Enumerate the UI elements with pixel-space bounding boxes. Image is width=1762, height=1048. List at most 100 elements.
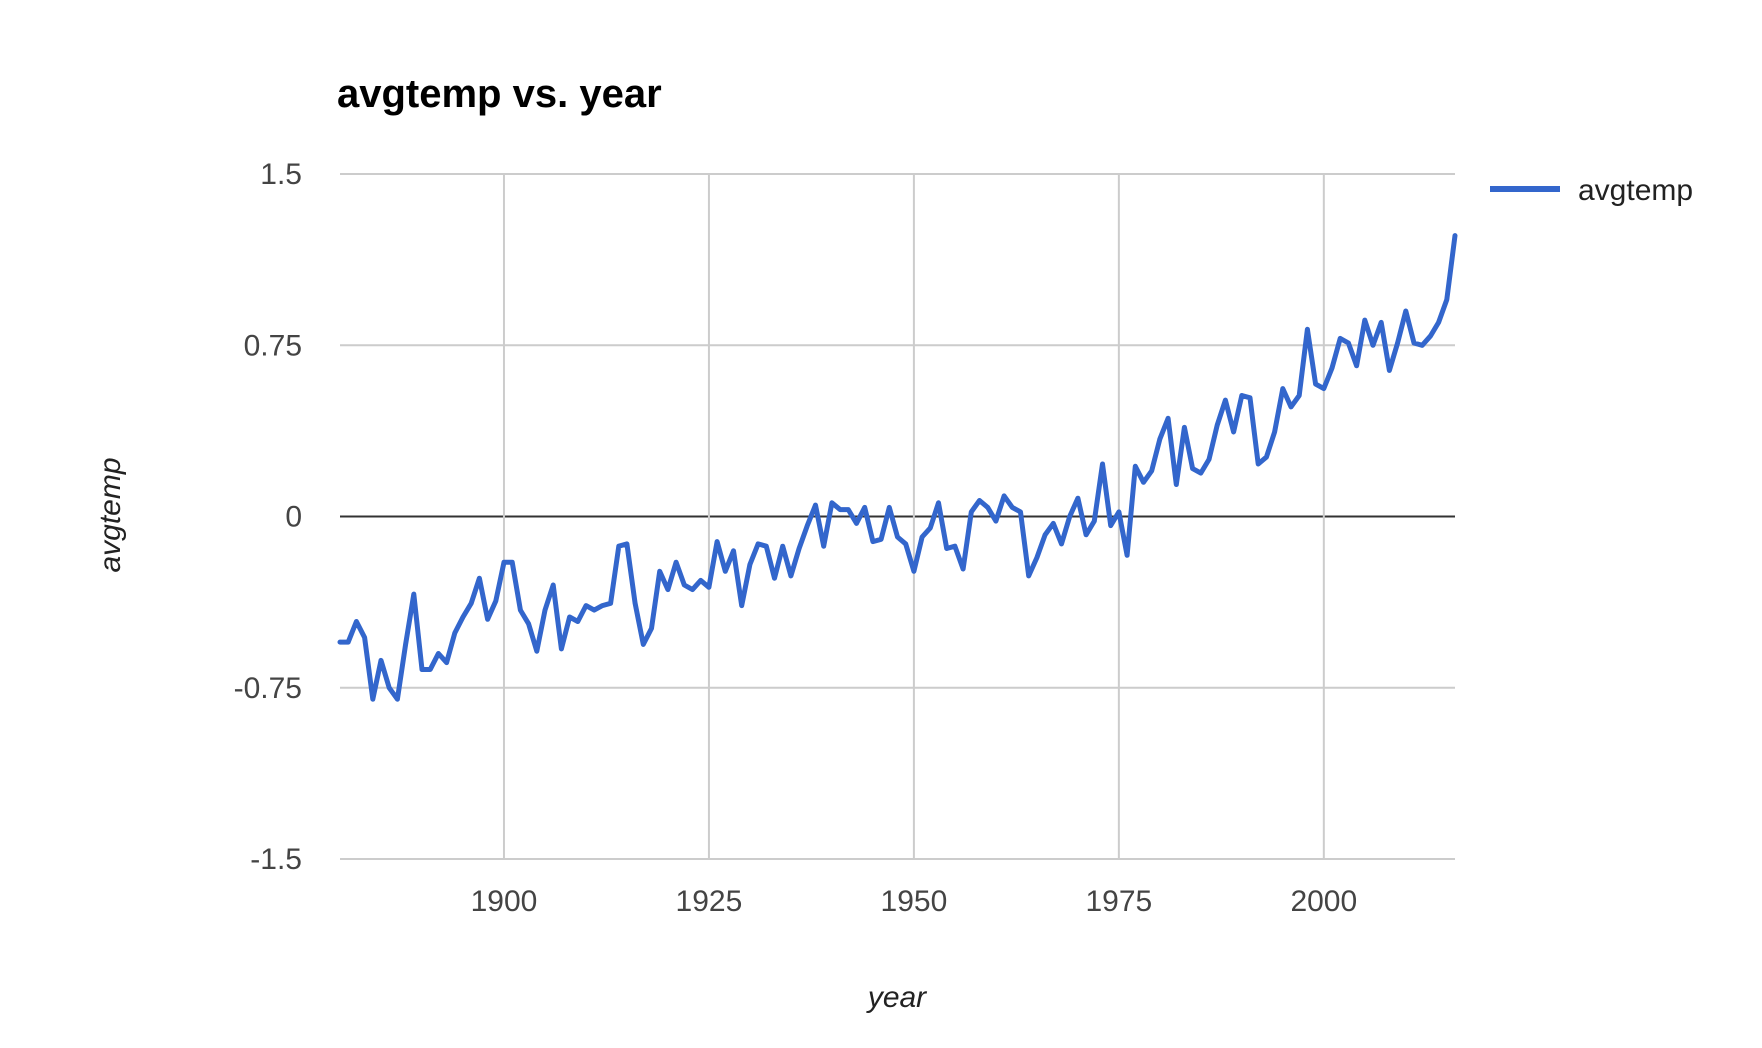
data-point bbox=[977, 498, 982, 503]
data-point bbox=[813, 502, 818, 508]
series-layer bbox=[337, 233, 1458, 702]
data-point bbox=[731, 548, 736, 553]
data-point bbox=[682, 582, 687, 588]
data-point bbox=[764, 544, 769, 549]
data-point bbox=[837, 507, 843, 512]
data-point bbox=[788, 573, 794, 579]
y-tick-label: -0.75 bbox=[234, 672, 302, 705]
data-point bbox=[1108, 523, 1113, 528]
data-point bbox=[411, 591, 416, 597]
data-point bbox=[1280, 386, 1286, 391]
data-point bbox=[706, 585, 712, 590]
data-point bbox=[632, 601, 638, 606]
data-point bbox=[878, 537, 884, 542]
data-point bbox=[469, 601, 474, 606]
data-point bbox=[444, 660, 449, 665]
data-point bbox=[1346, 340, 1351, 346]
data-point bbox=[1370, 343, 1376, 348]
data-point bbox=[911, 569, 917, 574]
data-point bbox=[493, 598, 498, 604]
data-point bbox=[641, 642, 646, 647]
y-axis-ticks: 1.5 0.75 0 -0.75 -1.5 bbox=[234, 158, 302, 876]
data-point bbox=[739, 603, 744, 608]
data-point bbox=[1034, 555, 1040, 560]
data-point bbox=[1141, 480, 1146, 485]
data-point bbox=[1395, 340, 1400, 346]
data-point bbox=[993, 518, 999, 524]
data-point bbox=[1354, 363, 1359, 368]
data-point bbox=[1174, 482, 1179, 487]
data-point bbox=[624, 541, 630, 547]
x-tick-label: 1925 bbox=[676, 885, 743, 918]
y-tick-label: 1.5 bbox=[260, 158, 302, 191]
data-point bbox=[854, 521, 859, 526]
data-point bbox=[1247, 395, 1253, 400]
data-point bbox=[936, 500, 941, 505]
data-point bbox=[862, 505, 867, 510]
data-point bbox=[1059, 541, 1064, 547]
data-point bbox=[1256, 461, 1261, 467]
data-point bbox=[1165, 416, 1171, 421]
data-point bbox=[362, 635, 367, 640]
x-tick-label: 1900 bbox=[471, 885, 538, 918]
data-point bbox=[1379, 320, 1384, 325]
data-point bbox=[952, 544, 958, 549]
data-point bbox=[1133, 464, 1138, 469]
data-point bbox=[805, 523, 810, 528]
data-point bbox=[887, 505, 892, 510]
data-point bbox=[969, 509, 974, 515]
data-point bbox=[1239, 393, 1245, 398]
data-point bbox=[1190, 466, 1195, 471]
data-point bbox=[460, 614, 466, 620]
data-point bbox=[1403, 308, 1409, 314]
data-point bbox=[1321, 386, 1327, 391]
data-point bbox=[485, 617, 490, 622]
data-point bbox=[755, 541, 761, 547]
data-point bbox=[542, 607, 548, 613]
x-tick-label: 1950 bbox=[881, 885, 948, 918]
data-point bbox=[1411, 340, 1417, 346]
data-point bbox=[575, 619, 580, 624]
data-point bbox=[870, 539, 876, 544]
data-point bbox=[1067, 514, 1072, 519]
data-point bbox=[1420, 343, 1425, 348]
data-point bbox=[1149, 468, 1154, 473]
legend-label-avgtemp: avgtemp bbox=[1578, 174, 1693, 207]
data-point bbox=[436, 651, 441, 656]
data-point bbox=[919, 534, 925, 540]
data-point bbox=[690, 587, 695, 592]
data-point bbox=[665, 587, 671, 592]
series-line-avgtemp bbox=[337, 233, 1458, 702]
data-point bbox=[600, 603, 605, 608]
data-point bbox=[960, 566, 966, 572]
data-point bbox=[1075, 496, 1081, 501]
gridlines bbox=[340, 173, 1455, 860]
data-point bbox=[551, 582, 556, 588]
data-point bbox=[698, 578, 703, 583]
data-point bbox=[354, 619, 359, 624]
data-point bbox=[714, 539, 720, 544]
y-tick-label: 0.75 bbox=[244, 329, 302, 362]
data-point bbox=[1223, 397, 1228, 403]
data-point bbox=[477, 576, 482, 581]
data-point bbox=[1116, 509, 1122, 515]
data-point bbox=[1387, 368, 1392, 373]
data-point bbox=[1051, 521, 1056, 526]
data-point bbox=[829, 500, 835, 505]
data-point bbox=[657, 569, 662, 574]
data-point bbox=[1157, 436, 1163, 442]
data-point bbox=[1436, 320, 1441, 325]
data-point bbox=[1026, 573, 1031, 579]
data-point bbox=[772, 576, 777, 581]
legend: avgtemp bbox=[1490, 174, 1693, 207]
data-point bbox=[895, 534, 900, 540]
data-point bbox=[370, 697, 375, 702]
data-point bbox=[583, 603, 589, 608]
x-axis-ticks: 1900 1925 1950 1975 2000 bbox=[471, 885, 1358, 918]
data-point bbox=[1272, 429, 1277, 435]
data-point bbox=[1198, 470, 1204, 476]
data-point bbox=[944, 546, 949, 551]
data-point bbox=[1362, 317, 1368, 323]
chart-title: avgtemp vs. year bbox=[337, 72, 662, 116]
